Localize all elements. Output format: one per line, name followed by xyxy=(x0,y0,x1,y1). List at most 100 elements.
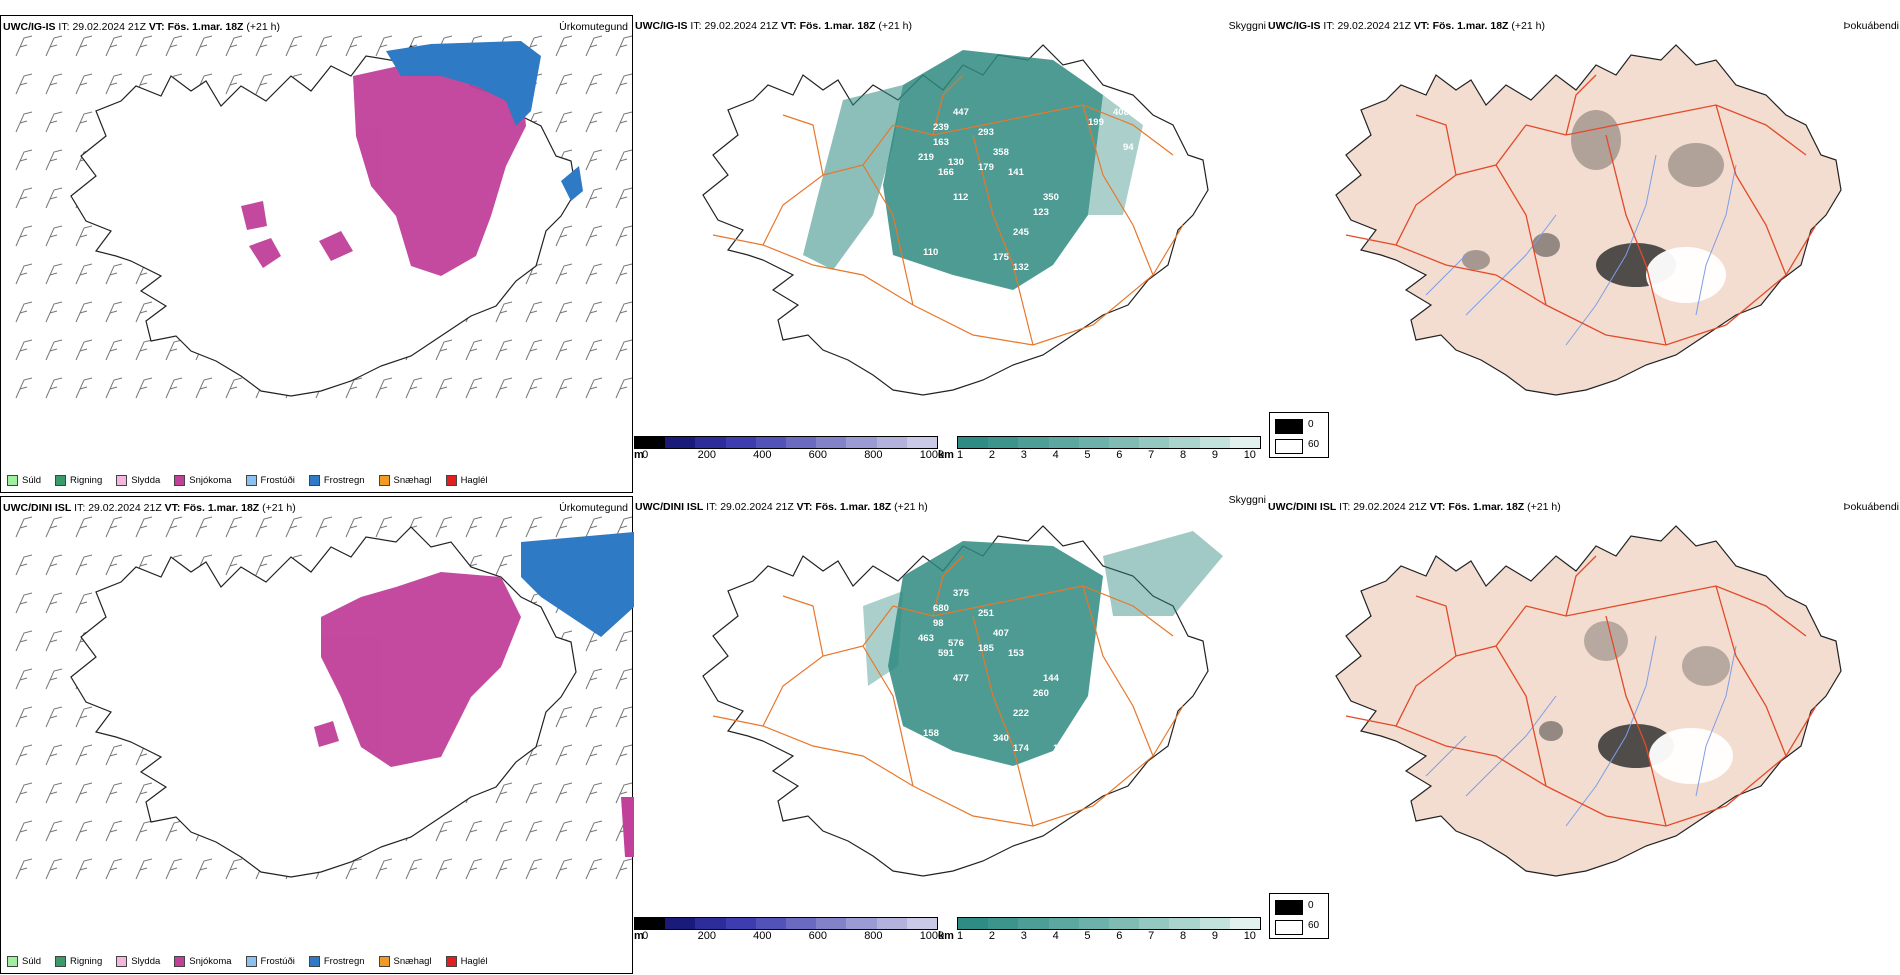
cloud-base-panel-top: UWC/IG-IS IT: 29.02.2024 21Z VT: Fös. 1.… xyxy=(633,15,1266,493)
wind-barb xyxy=(45,630,63,652)
wind-barb xyxy=(225,35,243,57)
fog-legend-high-label: 60 xyxy=(1308,920,1320,931)
cbar-km-ticks: 1 2 3 4 5 6 7 8 9 10 xyxy=(957,930,1262,944)
wind-barb xyxy=(615,149,633,171)
legend-swatch xyxy=(378,956,390,967)
wind-barb xyxy=(225,516,243,538)
wind-barb xyxy=(75,263,93,285)
legend-item: Rigning xyxy=(55,475,102,486)
cbar-cell xyxy=(988,437,1019,448)
river-line xyxy=(1565,154,1657,346)
wind-barb xyxy=(585,35,603,57)
wind-barb xyxy=(135,782,153,804)
wind-barb xyxy=(75,339,93,361)
road-line xyxy=(1715,585,1787,757)
wind-barb xyxy=(15,592,33,614)
wind-barb xyxy=(555,744,573,766)
road-line xyxy=(1495,645,1547,787)
wind-barb xyxy=(435,516,453,538)
cbar-cell xyxy=(1229,437,1261,448)
cloud-base-value: 179 xyxy=(978,162,994,173)
legend-item: Súld xyxy=(7,956,41,967)
cbar-tick-label: 800 xyxy=(864,449,883,461)
cloud-base-value: 141 xyxy=(1008,167,1025,178)
wind-barb xyxy=(15,111,33,133)
wind-barb xyxy=(45,263,63,285)
river-line xyxy=(1465,214,1557,316)
wind-barb xyxy=(435,339,453,361)
snowfall-areas xyxy=(314,572,521,767)
road-network xyxy=(1345,555,1817,827)
fog-legend: 0 60 xyxy=(1269,893,1329,939)
legend-swatch xyxy=(445,956,457,967)
wind-barb xyxy=(615,744,633,766)
wind-barb xyxy=(75,35,93,57)
wind-barb xyxy=(165,516,183,538)
cbar-tick-label: 2 xyxy=(988,930,995,942)
cbar-tick-label: 1 xyxy=(957,449,964,461)
cloud-base-value: 463 xyxy=(918,633,934,644)
cloud-base-value: 94 xyxy=(1123,142,1134,153)
panel-title: UWC/DINI ISL IT: 29.02.2024 21Z VT: Fös.… xyxy=(1268,501,1561,513)
wind-barb xyxy=(45,516,63,538)
cloud-base-value: 680 xyxy=(933,603,949,614)
wind-barb xyxy=(315,35,333,57)
wind-barb xyxy=(585,301,603,323)
cbar-tick-label: 1000 xyxy=(919,449,945,461)
visibility-shading xyxy=(863,531,1223,766)
wind-barb xyxy=(45,706,63,728)
legend-label: Snæhagl xyxy=(393,475,432,486)
legend-label: Snæhagl xyxy=(393,956,432,967)
legend-label: Slydda xyxy=(131,956,161,967)
wind-barb xyxy=(195,858,213,880)
river-line xyxy=(1425,735,1467,777)
wind-barb xyxy=(585,73,603,95)
fog-legend-low-swatch xyxy=(1275,419,1303,434)
wind-barb xyxy=(45,149,63,171)
freezing-rain-areas xyxy=(386,41,583,201)
cbar-cell xyxy=(1109,437,1140,448)
cloud-base-value: 185 xyxy=(978,643,995,654)
cbar-tick-label: 7 xyxy=(1148,930,1155,942)
cbar-tick-label: 6 xyxy=(1116,930,1123,942)
wind-barb xyxy=(165,820,183,842)
legend-label: Rigning xyxy=(70,956,103,967)
river-line xyxy=(1465,695,1557,797)
wind-barb xyxy=(585,377,603,399)
wind-barb xyxy=(585,516,603,538)
fog-legend-low-label: 0 xyxy=(1308,900,1314,911)
wind-barb xyxy=(45,301,63,323)
wind-barb xyxy=(495,301,513,323)
cbar-cell xyxy=(755,437,787,448)
road-line xyxy=(862,645,914,787)
wind-barb xyxy=(105,858,123,880)
wind-barb xyxy=(75,782,93,804)
cloud-base-value: 358 xyxy=(993,147,1009,158)
wind-barb xyxy=(45,668,63,690)
wind-barb xyxy=(105,339,123,361)
wind-barb xyxy=(15,187,33,209)
legend-item: Snæhagl xyxy=(378,475,432,486)
wind-barb xyxy=(225,858,243,880)
cloud-base-value: 591 xyxy=(938,648,955,659)
wind-barb xyxy=(15,301,33,323)
road-network xyxy=(712,555,1184,827)
cloud-base-value: 112 xyxy=(953,192,968,203)
cbar-cell xyxy=(846,918,877,929)
river-line xyxy=(1425,254,1467,296)
wind-barb xyxy=(105,301,123,323)
fog-legend-low-label: 0 xyxy=(1308,419,1314,430)
wind-barb xyxy=(285,516,303,538)
cbar-tick-label: 10 xyxy=(1243,930,1256,942)
wind-barb xyxy=(15,820,33,842)
cloud-base-value: 350 xyxy=(1043,192,1059,203)
cloud-base-value: 132 xyxy=(1013,262,1029,273)
cloud-base-value: 222 xyxy=(1013,708,1029,719)
road-line xyxy=(1605,134,1667,346)
wind-barb xyxy=(585,668,603,690)
fog-legend-low-swatch xyxy=(1275,900,1303,915)
cloud-base-value: 110 xyxy=(923,247,938,258)
iceland-outline xyxy=(1335,44,1842,396)
legend-label: Súld xyxy=(22,956,42,967)
cbar-cell xyxy=(786,918,817,929)
